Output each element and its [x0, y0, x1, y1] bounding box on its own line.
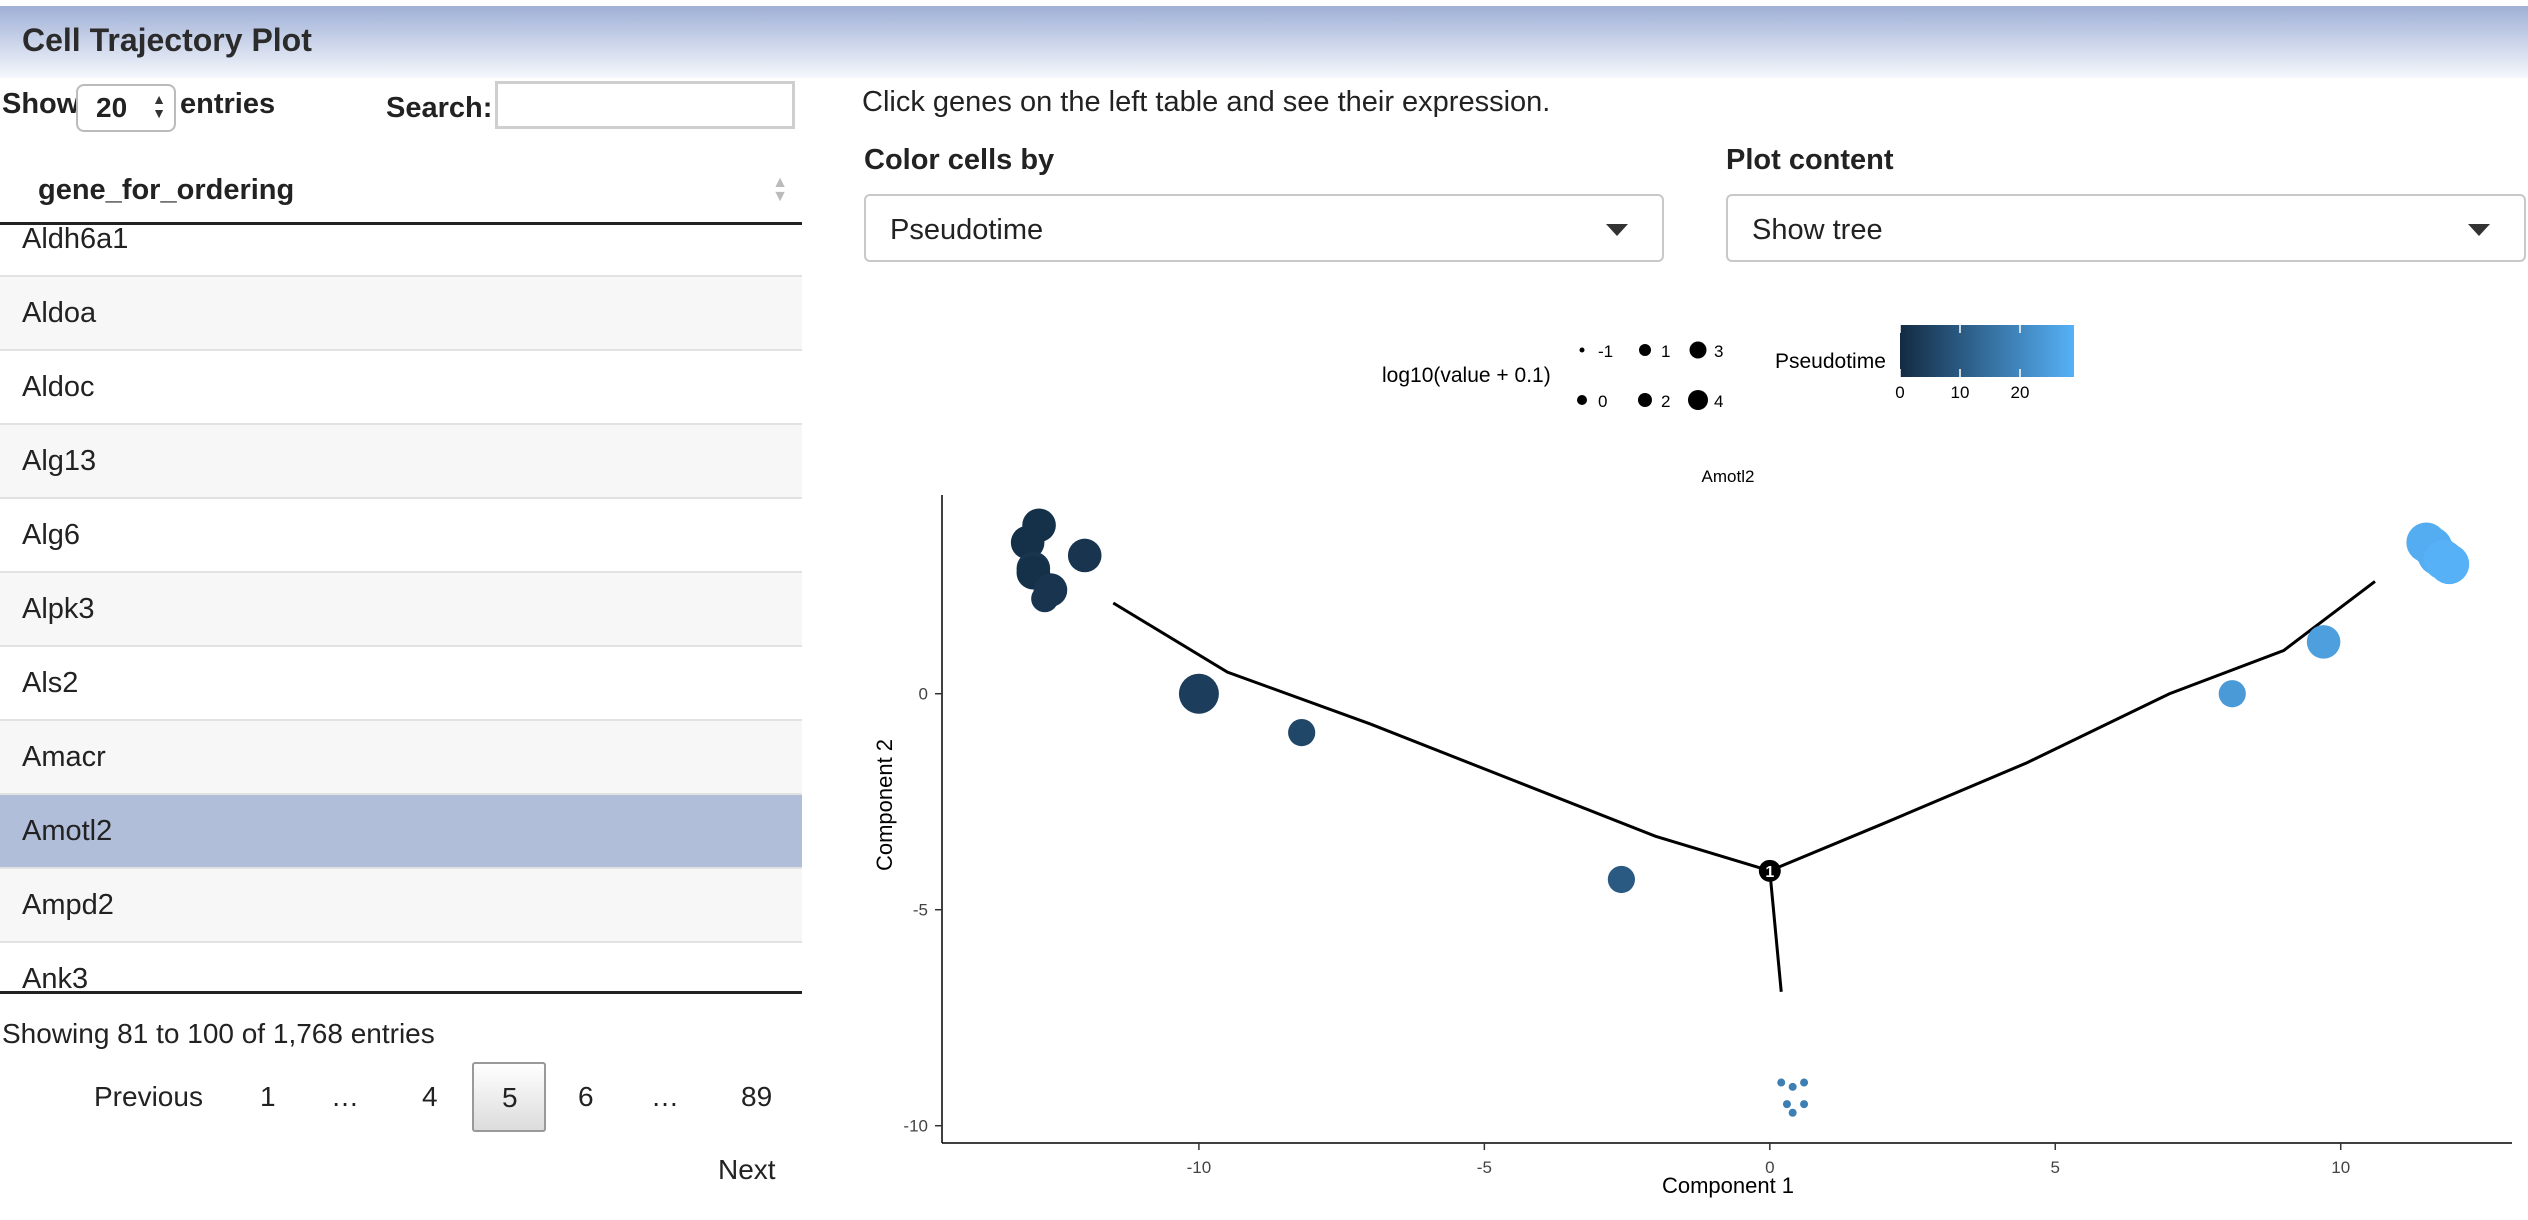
table-row[interactable]: Als2: [0, 647, 802, 721]
table-row[interactable]: Aldoa: [0, 277, 802, 351]
color-by-label: Color cells by: [864, 144, 1055, 176]
gene-cell: Alpk3: [22, 593, 95, 625]
table-row[interactable]: Aldoc: [0, 351, 802, 425]
show-label: Show: [2, 88, 80, 120]
sort-icon: ▲ ▼: [772, 174, 788, 205]
table-info: Showing 81 to 100 of 1,768 entries: [2, 1018, 435, 1049]
gene-cell: Als2: [22, 667, 79, 699]
plot-content-value: Show tree: [1752, 214, 1883, 246]
chevron-down-icon: [2468, 224, 2490, 236]
entries-label: entries: [180, 88, 276, 120]
page-button-current[interactable]: 5: [472, 1062, 546, 1132]
chevron-down-icon: [1606, 224, 1628, 236]
search-input[interactable]: [495, 81, 795, 129]
table-row[interactable]: Ampd2: [0, 869, 802, 943]
column-header-gene: gene_for_ordering: [38, 174, 295, 206]
table-row[interactable]: Alg13: [0, 425, 802, 499]
gene-cell: Aldoc: [22, 371, 95, 403]
gene-cell: Ampd2: [22, 889, 114, 921]
gene-cell: Aldh6a1: [22, 225, 129, 255]
gene-cell: Alg13: [22, 445, 97, 477]
table-header[interactable]: gene_for_ordering ▲ ▼: [0, 156, 802, 225]
table-row[interactable]: Amacr: [0, 721, 802, 795]
page-button-1[interactable]: 1: [260, 1081, 276, 1112]
gene-cell: Amotl2: [22, 815, 113, 847]
table-row-selected[interactable]: Amotl2: [0, 795, 802, 869]
gene-cell: Aldoa: [22, 297, 97, 329]
previous-button[interactable]: Previous: [94, 1081, 203, 1112]
table-body: Aldh6a1 Aldoa Aldoc Alg13 Alg6 Alpk3 Als…: [0, 225, 802, 994]
gene-table-panel: Show 20 ▲ ▼ entries Search: gene_for_orde…: [0, 78, 802, 1220]
gene-cell: Amacr: [22, 741, 106, 773]
current-page-label: 5: [502, 1082, 518, 1113]
color-by-value: Pseudotime: [890, 214, 1044, 246]
color-by-select[interactable]: Pseudotime: [864, 194, 1664, 262]
table-row[interactable]: Aldh6a1: [0, 225, 802, 277]
next-button[interactable]: Next: [718, 1154, 776, 1185]
table-row[interactable]: Alg6: [0, 499, 802, 573]
spinner-arrows-icon: ▲ ▼: [152, 91, 166, 121]
app-title: Cell Trajectory Plot: [22, 22, 312, 58]
gene-cell: Ank3: [22, 963, 89, 994]
table-row[interactable]: Ank3: [0, 943, 802, 994]
plot-panel: Click genes on the left table and see th…: [860, 78, 2528, 1220]
app-header: Cell Trajectory Plot: [0, 6, 2528, 78]
plot-content-select[interactable]: Show tree: [1726, 194, 2526, 262]
entries-value: 20: [96, 92, 128, 123]
page-ellipsis: …: [651, 1081, 679, 1112]
entries-select[interactable]: 20 ▲ ▼: [76, 84, 176, 132]
table-row[interactable]: Alpk3: [0, 573, 802, 647]
search-label: Search:: [386, 92, 493, 124]
page-button-6[interactable]: 6: [578, 1081, 594, 1112]
page-button-89[interactable]: 89: [741, 1081, 773, 1112]
page-ellipsis: …: [331, 1081, 359, 1112]
instructions-text: Click genes on the left table and see th…: [862, 86, 1551, 118]
page-button-4[interactable]: 4: [422, 1081, 438, 1112]
plot-content-label: Plot content: [1726, 144, 1894, 176]
gene-cell: Alg6: [22, 519, 81, 551]
